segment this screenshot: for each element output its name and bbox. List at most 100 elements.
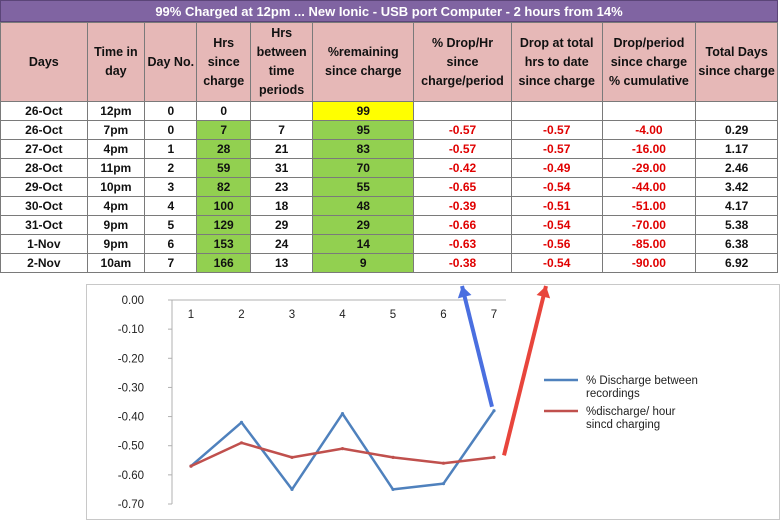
- table-cell[interactable]: [695, 101, 778, 121]
- table-cell[interactable]: 7: [249, 120, 314, 140]
- table-cell[interactable]: -0.42: [413, 158, 512, 178]
- table-cell[interactable]: 14: [312, 234, 415, 254]
- table-cell[interactable]: 2: [144, 158, 198, 178]
- table-cell[interactable]: 4.17: [695, 196, 778, 216]
- table-cell[interactable]: 3.42: [695, 177, 778, 197]
- table-cell[interactable]: 21: [249, 139, 314, 159]
- table-cell[interactable]: [510, 101, 603, 121]
- table-cell[interactable]: 10am: [86, 253, 146, 273]
- table-cell[interactable]: 2.46: [695, 158, 778, 178]
- table-cell[interactable]: 4: [144, 196, 198, 216]
- table-cell[interactable]: -0.66: [413, 215, 512, 235]
- table-cell[interactable]: 83: [312, 139, 415, 159]
- table-cell[interactable]: 0: [196, 101, 251, 121]
- table-cell[interactable]: 48: [312, 196, 415, 216]
- table-cell[interactable]: 2-Nov: [0, 253, 88, 273]
- table-cell[interactable]: -0.56: [510, 234, 603, 254]
- table-cell[interactable]: 0: [144, 120, 198, 140]
- table-cell[interactable]: 26-Oct: [0, 101, 88, 121]
- table-cell[interactable]: 9pm: [86, 215, 146, 235]
- table-cell[interactable]: [249, 101, 314, 121]
- table-cell[interactable]: -0.38: [413, 253, 512, 273]
- table-cell[interactable]: -44.00: [601, 177, 697, 197]
- table-cell[interactable]: 9: [312, 253, 415, 273]
- table-cell[interactable]: -0.57: [510, 120, 603, 140]
- table-cell[interactable]: 23: [249, 177, 314, 197]
- table-cell[interactable]: -0.57: [510, 139, 603, 159]
- table-cell[interactable]: 29: [312, 215, 415, 235]
- table-cell[interactable]: 129: [196, 215, 251, 235]
- table-cell[interactable]: -90.00: [601, 253, 697, 273]
- table-cell[interactable]: -0.63: [413, 234, 512, 254]
- table-cell[interactable]: 99: [312, 101, 415, 121]
- table-cell[interactable]: 30-Oct: [0, 196, 88, 216]
- sheet-title: 99% Charged at 12pm ... New Ionic - USB …: [0, 0, 778, 22]
- table-cell[interactable]: 100: [196, 196, 251, 216]
- table-cell[interactable]: 153: [196, 234, 251, 254]
- table-cell[interactable]: 24: [249, 234, 314, 254]
- x-tick-label: 2: [238, 309, 244, 321]
- table-cell[interactable]: 1.17: [695, 139, 778, 159]
- table-cell[interactable]: 0: [144, 101, 198, 121]
- data-point: [290, 487, 294, 492]
- chart-area: 0.00 -0.10 -0.20 -0.30 -0.40 -0.50 -0.60 -0.70 …: [86, 284, 780, 520]
- table-cell[interactable]: 55: [312, 177, 415, 197]
- table-cell[interactable]: 28: [196, 139, 251, 159]
- table-cell[interactable]: 29-Oct: [0, 177, 88, 197]
- table-cell[interactable]: 70: [312, 158, 415, 178]
- table-cell[interactable]: 10pm: [86, 177, 146, 197]
- data-point: [441, 482, 446, 486]
- table-cell[interactable]: [601, 101, 697, 121]
- table-cell[interactable]: -70.00: [601, 215, 697, 235]
- table-row: 30-Oct 4pm 4 100 18 48 -0.39 -0.51 -51.00 4.17: [0, 196, 778, 216]
- table-cell[interactable]: -0.57: [413, 139, 512, 159]
- table-cell[interactable]: -0.54: [510, 215, 603, 235]
- y-tick-label: -0.30: [118, 382, 144, 394]
- table-cell[interactable]: 5.38: [695, 215, 778, 235]
- table-cell[interactable]: -85.00: [601, 234, 697, 254]
- series-lines: [189, 409, 496, 492]
- table-cell[interactable]: 11pm: [86, 158, 146, 178]
- table-cell[interactable]: 95: [312, 120, 415, 140]
- table-cell[interactable]: -0.51: [510, 196, 603, 216]
- table-cell[interactable]: 12pm: [86, 101, 146, 121]
- table-cell[interactable]: -0.65: [413, 177, 512, 197]
- table-cell[interactable]: 82: [196, 177, 251, 197]
- table-cell[interactable]: 29: [249, 215, 314, 235]
- table-cell[interactable]: -0.54: [510, 177, 603, 197]
- table-cell[interactable]: 18: [249, 196, 314, 216]
- table-cell[interactable]: 13: [249, 253, 314, 273]
- table-cell[interactable]: -0.54: [510, 253, 603, 273]
- table-cell[interactable]: 26-Oct: [0, 120, 88, 140]
- table-cell[interactable]: -0.57: [413, 120, 512, 140]
- table-cell[interactable]: [413, 101, 512, 121]
- table-cell[interactable]: 5: [144, 215, 198, 235]
- table-cell[interactable]: 1-Nov: [0, 234, 88, 254]
- table-cell[interactable]: 7: [144, 253, 198, 273]
- table-cell[interactable]: 6.92: [695, 253, 778, 273]
- table-cell[interactable]: 4pm: [86, 139, 146, 159]
- table-cell[interactable]: 0.29: [695, 120, 778, 140]
- table-cell[interactable]: -29.00: [601, 158, 697, 178]
- table-cell[interactable]: -51.00: [601, 196, 697, 216]
- table-cell[interactable]: -0.49: [510, 158, 603, 178]
- table-cell[interactable]: 31-Oct: [0, 215, 88, 235]
- table-cell[interactable]: 31: [249, 158, 314, 178]
- table-cell[interactable]: 6: [144, 234, 198, 254]
- blue-arrow: [457, 285, 494, 408]
- table-cell[interactable]: 28-Oct: [0, 158, 88, 178]
- table-cell[interactable]: 59: [196, 158, 251, 178]
- table-cell[interactable]: 9pm: [86, 234, 146, 254]
- table-cell[interactable]: 1: [144, 139, 198, 159]
- table-cell[interactable]: -0.39: [413, 196, 512, 216]
- table-cell[interactable]: 6.38: [695, 234, 778, 254]
- table-cell[interactable]: 3: [144, 177, 198, 197]
- table-cell[interactable]: 4pm: [86, 196, 146, 216]
- table-cell[interactable]: -4.00: [601, 120, 697, 140]
- table-cell[interactable]: 27-Oct: [0, 139, 88, 159]
- column-header: Total Days since charge: [695, 22, 778, 102]
- table-cell[interactable]: 166: [196, 253, 251, 273]
- table-cell[interactable]: 7: [196, 120, 251, 140]
- table-cell[interactable]: -16.00: [601, 139, 697, 159]
- table-cell[interactable]: 7pm: [86, 120, 146, 140]
